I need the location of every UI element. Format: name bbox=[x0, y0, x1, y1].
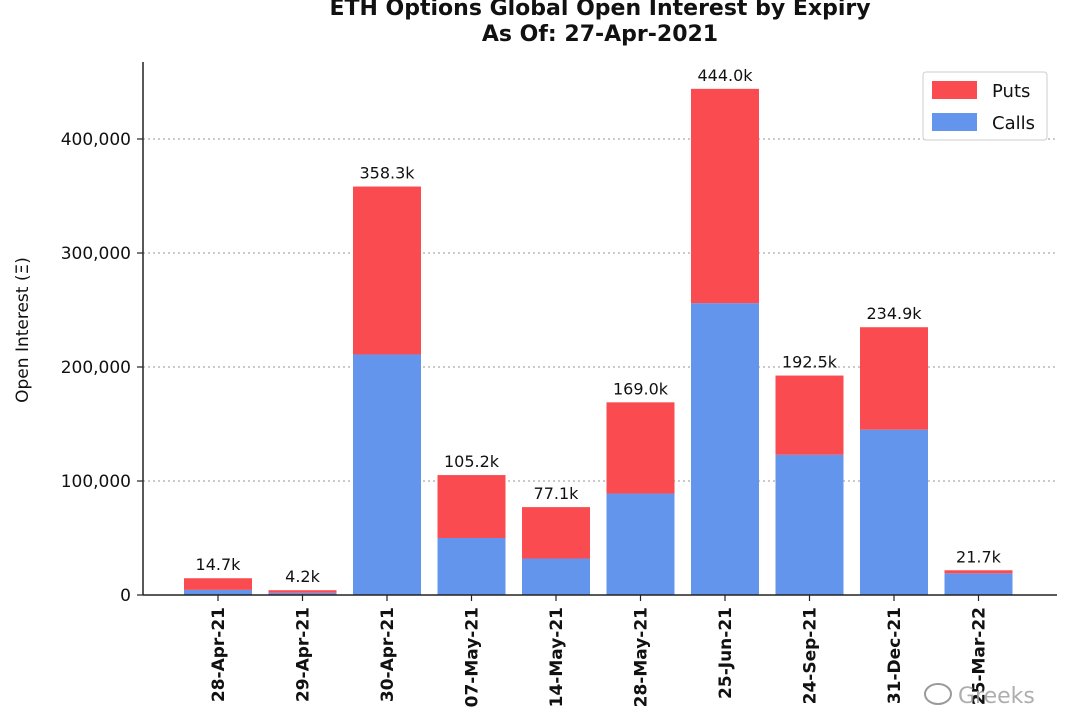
legend-label-puts: Puts bbox=[992, 81, 1030, 102]
bar-calls-25-Jun-21 bbox=[691, 303, 759, 595]
legend-swatch-puts bbox=[932, 81, 977, 99]
value-label-31-Dec-21: 234.9k bbox=[866, 304, 922, 323]
value-label-25-Jun-21: 444.0k bbox=[697, 66, 753, 85]
x-tick-label-28-May-21: 28-May-21 bbox=[632, 607, 652, 707]
legend-swatch-calls bbox=[932, 113, 977, 131]
bar-calls-28-Apr-21 bbox=[184, 589, 252, 595]
bar-calls-30-Apr-21 bbox=[353, 354, 421, 595]
watermark: Greeks bbox=[924, 683, 1035, 709]
value-label-07-May-21: 105.2k bbox=[444, 452, 500, 471]
x-tick-label-25-Jun-21: 25-Jun-21 bbox=[716, 607, 736, 699]
value-label-28-Apr-21: 14.7k bbox=[196, 555, 242, 574]
bar-puts-14-May-21 bbox=[522, 507, 590, 559]
bar-puts-28-Apr-21 bbox=[184, 578, 252, 590]
value-label-30-Apr-21: 358.3k bbox=[359, 164, 415, 183]
value-labels: 14.7k 4.2k 358.3k 105.2k 77.1k 169.0k 444.0k 19… bbox=[196, 66, 1002, 586]
chart-title: ETH Options Global Open Interest by Expi… bbox=[329, 0, 870, 21]
value-label-24-Sep-21: 192.5k bbox=[782, 353, 838, 372]
y-tick-label: 0 bbox=[120, 586, 131, 606]
x-tick-label-29-Apr-21: 29-Apr-21 bbox=[294, 607, 314, 702]
bar-calls-29-Apr-21 bbox=[268, 592, 337, 595]
bar-calls-07-May-21 bbox=[437, 538, 506, 595]
value-label-28-May-21: 169.0k bbox=[613, 379, 669, 398]
value-label-25-Mar-22: 21.7k bbox=[956, 547, 1002, 566]
y-tick-labels: 0 100,000 200,000 300,000 400,000 bbox=[61, 130, 143, 606]
x-tick-label-07-May-21: 07-May-21 bbox=[463, 607, 483, 707]
y-axis-label: Open Interest (Ξ) bbox=[13, 257, 33, 403]
y-tick-label: 100,000 bbox=[61, 472, 131, 492]
value-label-14-May-21: 77.1k bbox=[534, 484, 580, 503]
chart-subtitle: As Of: 27-Apr-2021 bbox=[482, 22, 718, 47]
value-label-29-Apr-21: 4.2k bbox=[285, 567, 320, 586]
y-tick-label: 400,000 bbox=[61, 130, 131, 150]
x-tick-label-14-May-21: 14-May-21 bbox=[547, 607, 567, 707]
wechat-icon bbox=[924, 683, 952, 705]
y-tick-label: 300,000 bbox=[61, 244, 131, 264]
bar-puts-29-Apr-21 bbox=[268, 590, 337, 593]
bar-calls-28-May-21 bbox=[606, 493, 675, 595]
x-tick-label-25-Mar-22: 25-Mar-22 bbox=[970, 607, 990, 705]
x-tick-labels: 28-Apr-21 29-Apr-21 30-Apr-21 07-May-21 14-M… bbox=[209, 595, 990, 707]
bar-puts-25-Mar-22 bbox=[944, 570, 1013, 574]
legend-label-calls: Calls bbox=[992, 113, 1035, 134]
bar-puts-07-May-21 bbox=[437, 475, 506, 538]
x-tick-label-24-Sep-21: 24-Sep-21 bbox=[801, 607, 821, 704]
watermark-text: Greeks bbox=[958, 684, 1035, 709]
bar-calls-31-Dec-21 bbox=[860, 429, 928, 595]
bar-puts-25-Jun-21 bbox=[691, 88, 759, 304]
bar-puts-24-Sep-21 bbox=[775, 375, 844, 455]
bar-puts-31-Dec-21 bbox=[860, 327, 928, 430]
bar-calls-14-May-21 bbox=[522, 558, 590, 595]
bar-puts-30-Apr-21 bbox=[353, 186, 421, 355]
legend: Puts Calls bbox=[922, 71, 1048, 141]
bar-calls-25-Mar-22 bbox=[944, 573, 1013, 595]
bar-calls-24-Sep-21 bbox=[775, 454, 844, 595]
bar-puts-28-May-21 bbox=[606, 402, 675, 494]
x-tick-label-30-Apr-21: 30-Apr-21 bbox=[378, 607, 398, 702]
axes bbox=[142, 62, 1057, 596]
bars bbox=[184, 88, 1013, 595]
x-tick-label-31-Dec-21: 31-Dec-21 bbox=[885, 607, 905, 704]
y-tick-label: 200,000 bbox=[61, 358, 131, 378]
x-tick-label-28-Apr-21: 28-Apr-21 bbox=[209, 607, 229, 702]
